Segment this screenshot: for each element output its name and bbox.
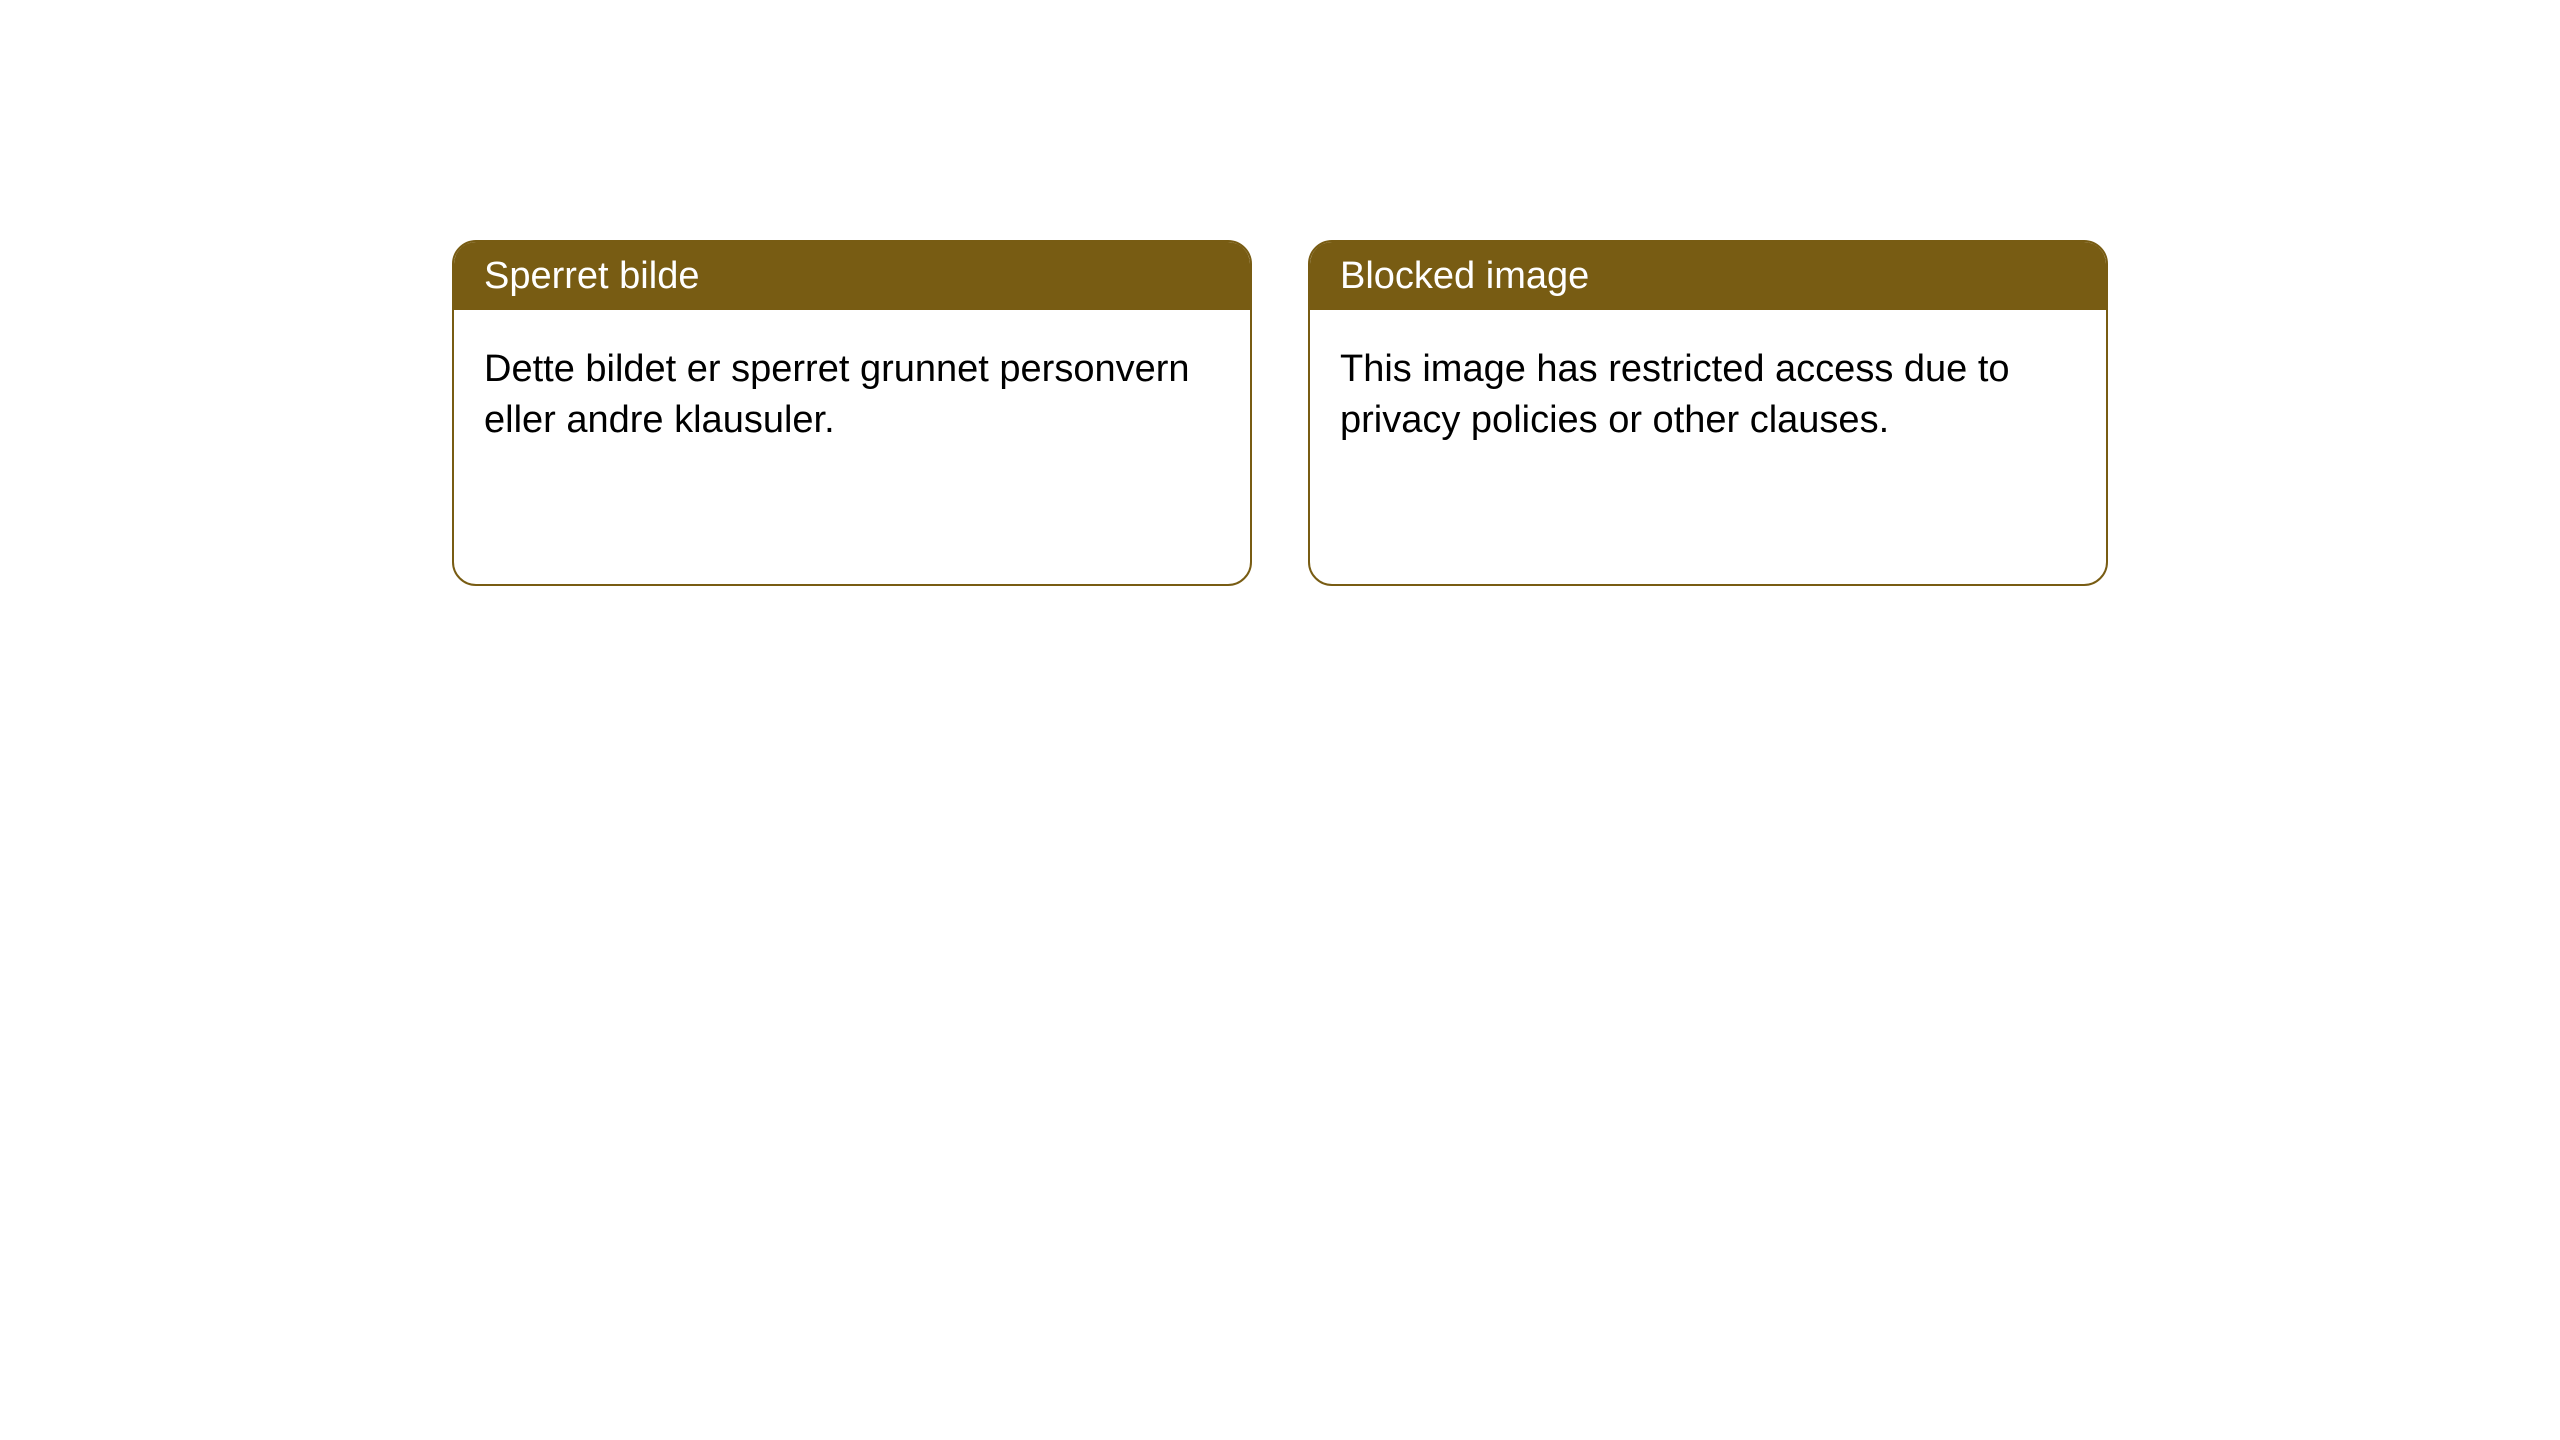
- page: Sperret bilde Dette bildet er sperret gr…: [0, 0, 2560, 1440]
- card-no-body: Dette bildet er sperret grunnet personve…: [454, 310, 1250, 584]
- card-en: Blocked image This image has restricted …: [1308, 240, 2108, 586]
- cards-row: Sperret bilde Dette bildet er sperret gr…: [452, 240, 2108, 586]
- card-no-header: Sperret bilde: [454, 242, 1250, 310]
- card-en-header: Blocked image: [1310, 242, 2106, 310]
- card-no: Sperret bilde Dette bildet er sperret gr…: [452, 240, 1252, 586]
- card-en-body: This image has restricted access due to …: [1310, 310, 2106, 584]
